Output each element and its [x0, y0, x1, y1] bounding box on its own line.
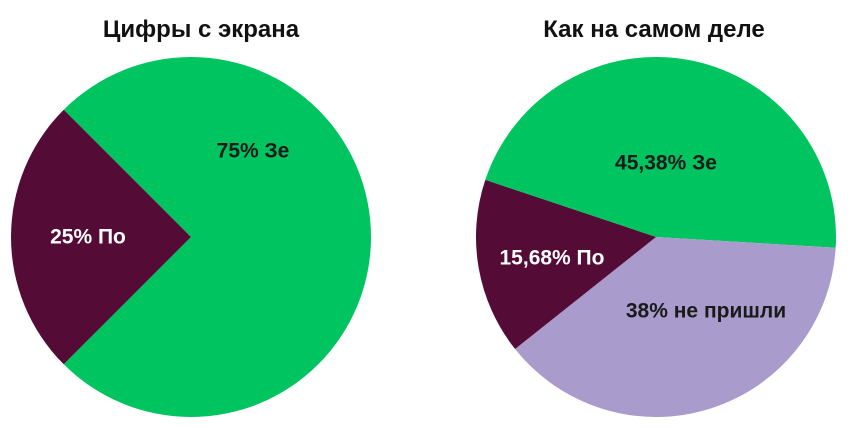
right-slice-label-0: 45,38% Зе	[615, 152, 717, 175]
right-slice-label-1: 38% не пришли	[626, 300, 786, 323]
left-chart-title: Цифры с экрана	[102, 16, 300, 43]
left-slice-label-1: 25% По	[50, 226, 126, 249]
right-pie-chart: 45,38% Зе 38% не пришли 15,68% По	[476, 56, 836, 417]
right-chart-title: Как на самом деле	[543, 16, 765, 43]
right-pie-slice-2	[476, 179, 656, 350]
left-pie-chart: 75% Зе 25% По	[10, 57, 372, 418]
right-slice-label-2: 15,68% По	[500, 247, 605, 270]
left-pie-slice-1	[10, 109, 192, 365]
left-slice-label-0: 75% Зе	[217, 140, 290, 163]
right-pie-slice-0	[485, 56, 836, 248]
left-pie-slice-0	[63, 57, 372, 418]
right-pie-slice-1	[515, 237, 836, 417]
